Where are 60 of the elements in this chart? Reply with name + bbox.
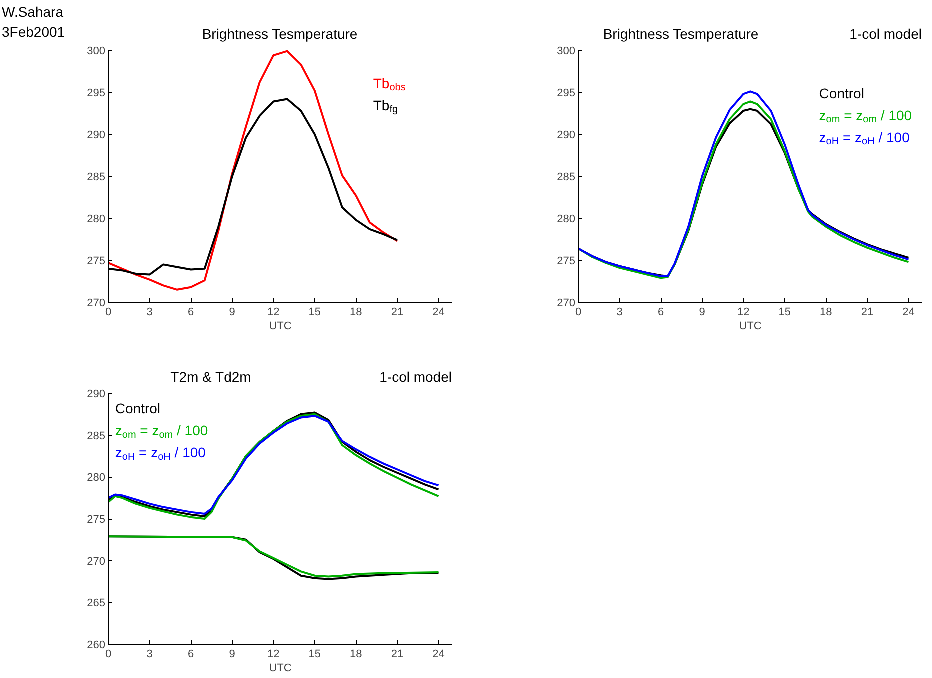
y-tick-label: 290: [557, 130, 576, 142]
x-tick-label: 18: [820, 306, 832, 318]
x-tick-label: 6: [658, 306, 664, 318]
x-tick-label: 15: [308, 648, 322, 660]
subtitle: 1-col model: [850, 25, 922, 44]
y-tick-label: 295: [557, 88, 576, 100]
y-tick-label: 280: [87, 214, 106, 226]
y-tick-label: 285: [557, 172, 576, 184]
x-tick-label: 9: [229, 306, 236, 318]
x-tick-label: 0: [575, 306, 582, 318]
title: Brightness Tesmperature: [202, 25, 358, 44]
y-tick-label: 285: [87, 430, 106, 442]
x-tick-label: 3: [146, 306, 153, 318]
x-tick-label: 0: [105, 648, 112, 660]
title: T2m & Td2m: [170, 368, 252, 387]
x-axis-title: UTC: [739, 320, 762, 332]
y-tick-label: 270: [87, 556, 106, 568]
text: Control: [819, 85, 864, 102]
subtitle: 1-col model: [380, 368, 452, 387]
y-tick-label: 300: [557, 46, 576, 58]
x-tick-label: 0: [105, 306, 112, 318]
x-tick-label: 9: [699, 306, 706, 318]
x-tick-label: 6: [188, 306, 194, 318]
x-tick-label: 24: [902, 306, 915, 318]
x-tick-label: 18: [350, 306, 362, 318]
y-tick-label: 270: [87, 298, 106, 310]
y-tick-label: 275: [557, 256, 576, 268]
y-tick-label: 285: [87, 172, 106, 184]
y-tick-label: 290: [87, 388, 106, 400]
y-tick-label: 260: [87, 640, 106, 652]
x-tick-label: 3: [146, 648, 153, 660]
y-tick-label: 275: [87, 256, 106, 268]
y-tick-label: 280: [557, 214, 576, 226]
x-tick-label: 12: [268, 306, 280, 318]
annotation: 3Feb2001: [2, 23, 66, 42]
y-tick-label: 300: [87, 46, 106, 58]
y-tick-label: 290: [87, 130, 106, 142]
x-tick-label: 24: [432, 648, 445, 660]
x-tick-label: 18: [350, 648, 362, 660]
y-tick-label: 280: [87, 472, 106, 484]
x-tick-label: 21: [391, 306, 404, 318]
x-tick-label: 21: [861, 306, 874, 318]
annotation: W.Sahara: [2, 3, 64, 22]
x-axis-title: UTC: [269, 662, 292, 674]
x-tick-label: 6: [188, 648, 194, 660]
x-tick-label: 24: [432, 306, 445, 318]
title: Brightness Tesmperature: [603, 25, 759, 44]
x-tick-label: 15: [778, 306, 792, 318]
y-tick-label: 275: [87, 514, 106, 526]
y-tick-label: 265: [87, 598, 106, 610]
x-tick-label: 9: [229, 648, 236, 660]
x-tick-label: 15: [308, 306, 322, 318]
x-tick-label: 12: [268, 648, 280, 660]
x-tick-label: 21: [391, 648, 404, 660]
x-tick-label: 12: [738, 306, 750, 318]
x-axis-title: UTC: [269, 320, 292, 332]
y-tick-label: 270: [557, 298, 576, 310]
y-tick-label: 295: [87, 88, 106, 100]
text: Control: [115, 400, 161, 417]
x-tick-label: 3: [616, 306, 623, 318]
